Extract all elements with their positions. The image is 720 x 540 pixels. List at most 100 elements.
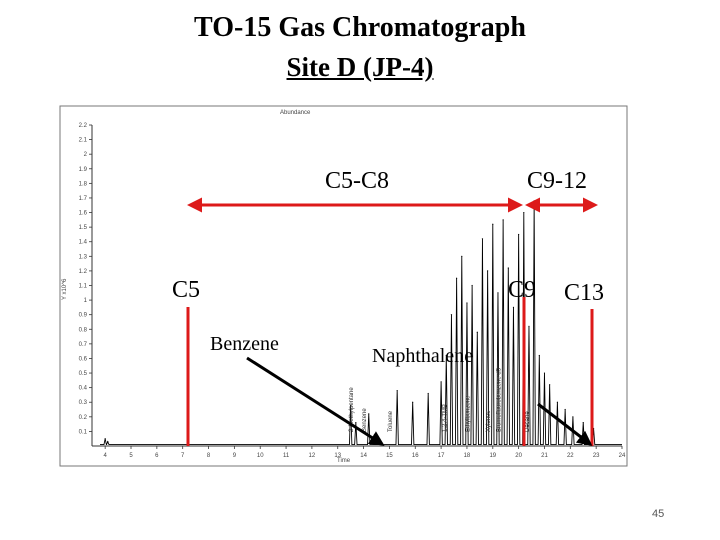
peak-point xyxy=(445,354,447,357)
label-c9: C9 xyxy=(508,277,536,303)
peak-point xyxy=(412,401,414,403)
peak-point xyxy=(492,223,494,225)
peak-point xyxy=(450,314,453,316)
peak-label: Ethylbenzene xyxy=(466,395,472,432)
label-c13: C13 xyxy=(564,280,604,306)
y-tick-label: 1.6 xyxy=(79,211,88,217)
y-tick-label: 2.2 xyxy=(79,123,88,129)
peak-point xyxy=(350,404,352,406)
x-tick-label: 16 xyxy=(412,453,419,459)
y-tick-label: 1.8 xyxy=(79,181,88,187)
peak-point xyxy=(396,389,398,392)
peak-point xyxy=(538,354,540,357)
peak-point xyxy=(523,211,525,214)
peak-point xyxy=(564,408,566,411)
peak-point xyxy=(355,422,357,424)
y-tick-label: 0.1 xyxy=(79,429,88,435)
peak-point xyxy=(502,219,504,221)
x-tick-label: 11 xyxy=(283,453,290,459)
x-tick-label: 17 xyxy=(438,453,445,459)
peak-point xyxy=(582,422,584,424)
x-tick-label: 21 xyxy=(541,453,548,459)
y-tick-label: 2.1 xyxy=(79,138,88,144)
y-tick-label: 1.3 xyxy=(79,254,88,260)
y-tick-label: 1.9 xyxy=(79,167,88,173)
x-tick-label: 23 xyxy=(593,453,600,459)
x-axis-label: Time xyxy=(337,458,351,464)
x-tick-label: 14 xyxy=(360,453,367,459)
plot-frame xyxy=(59,105,628,467)
peak-point xyxy=(107,441,109,443)
peak-point xyxy=(368,413,370,415)
peak-label: Benzene xyxy=(362,408,368,432)
peak-point xyxy=(518,233,520,236)
peak-point xyxy=(461,255,463,257)
y-tick-label: 0.6 xyxy=(79,356,88,362)
x-tick-label: 4 xyxy=(103,453,107,459)
x-tick-label: 24 xyxy=(619,453,626,459)
peak-point xyxy=(497,292,499,294)
slide-subtitle: Site D (JP-4) xyxy=(0,52,720,83)
peak-point xyxy=(476,331,478,333)
peak-point xyxy=(427,392,429,395)
peak-point xyxy=(456,277,458,279)
y-tick-label: 0.7 xyxy=(79,342,88,348)
peak-point xyxy=(533,200,535,202)
peak-point xyxy=(556,401,558,403)
x-tick-label: 9 xyxy=(233,453,237,459)
y-tick-label: 0.4 xyxy=(79,386,88,392)
x-tick-label: 13 xyxy=(334,453,341,459)
peak-point xyxy=(487,270,489,272)
y-tick-label: 0.2 xyxy=(79,415,88,421)
slide-subtitle-text: Site D (JP-4) xyxy=(286,52,434,82)
x-tick-label: 7 xyxy=(181,453,185,459)
label-c5: C5 xyxy=(172,277,200,303)
peak-point xyxy=(507,267,509,269)
peak-point xyxy=(104,438,106,440)
peak-label: 2-Methylpentane xyxy=(349,387,355,432)
y-tick-label: 0.8 xyxy=(79,327,88,333)
y-tick-label: 1.5 xyxy=(79,225,88,231)
chart-header-text: Abundance xyxy=(280,110,311,116)
peak-label: Bromofluorobenzene d5 xyxy=(497,367,503,432)
peak-label: Toluene xyxy=(388,410,394,432)
x-tick-label: 18 xyxy=(464,453,471,459)
x-tick-label: 12 xyxy=(309,453,316,459)
peak-point xyxy=(440,381,442,383)
page-number: 45 xyxy=(652,508,665,520)
peak-point xyxy=(528,325,530,327)
peak-point xyxy=(481,238,484,240)
y-tick-label: 2 xyxy=(84,152,88,158)
slide-title: TO-15 Gas Chromatograph xyxy=(194,12,526,43)
label-c9-12: C9-12 xyxy=(527,168,587,194)
peak-point xyxy=(572,416,574,418)
x-tick-label: 20 xyxy=(515,453,522,459)
peak-label: Xylenes xyxy=(486,411,492,432)
peak-point xyxy=(543,372,546,374)
y-tick-label: 1 xyxy=(84,298,88,304)
x-tick-label: 22 xyxy=(567,453,574,459)
y-tick-label: 0.9 xyxy=(79,313,88,319)
y-tick-label: 1.7 xyxy=(79,196,88,202)
peak-point xyxy=(471,284,473,287)
x-tick-label: 19 xyxy=(489,453,496,459)
label-naphthalene: Naphthalene xyxy=(372,345,473,367)
x-tick-label: 15 xyxy=(386,453,393,459)
y-axis-label: Y x10^6 xyxy=(62,278,68,300)
y-tick-label: 1.2 xyxy=(79,269,88,275)
naphthalene-arrow xyxy=(537,402,593,446)
label-benzene: Benzene xyxy=(210,333,279,355)
x-tick-label: 8 xyxy=(207,453,211,459)
y-tick-label: 1.4 xyxy=(79,240,88,246)
y-tick-label: 0.3 xyxy=(79,400,88,406)
x-tick-label: 10 xyxy=(257,453,264,459)
y-tick-label: 0.5 xyxy=(79,371,88,377)
label-c5-c8: C5-C8 xyxy=(325,168,389,194)
peak-label: 1,2,4-TMB xyxy=(442,404,448,432)
peak-point xyxy=(512,306,515,308)
peak-label: Decane xyxy=(525,411,531,432)
x-tick-label: 5 xyxy=(129,453,133,459)
peak-point xyxy=(466,302,468,304)
x-tick-label: 6 xyxy=(155,453,159,459)
